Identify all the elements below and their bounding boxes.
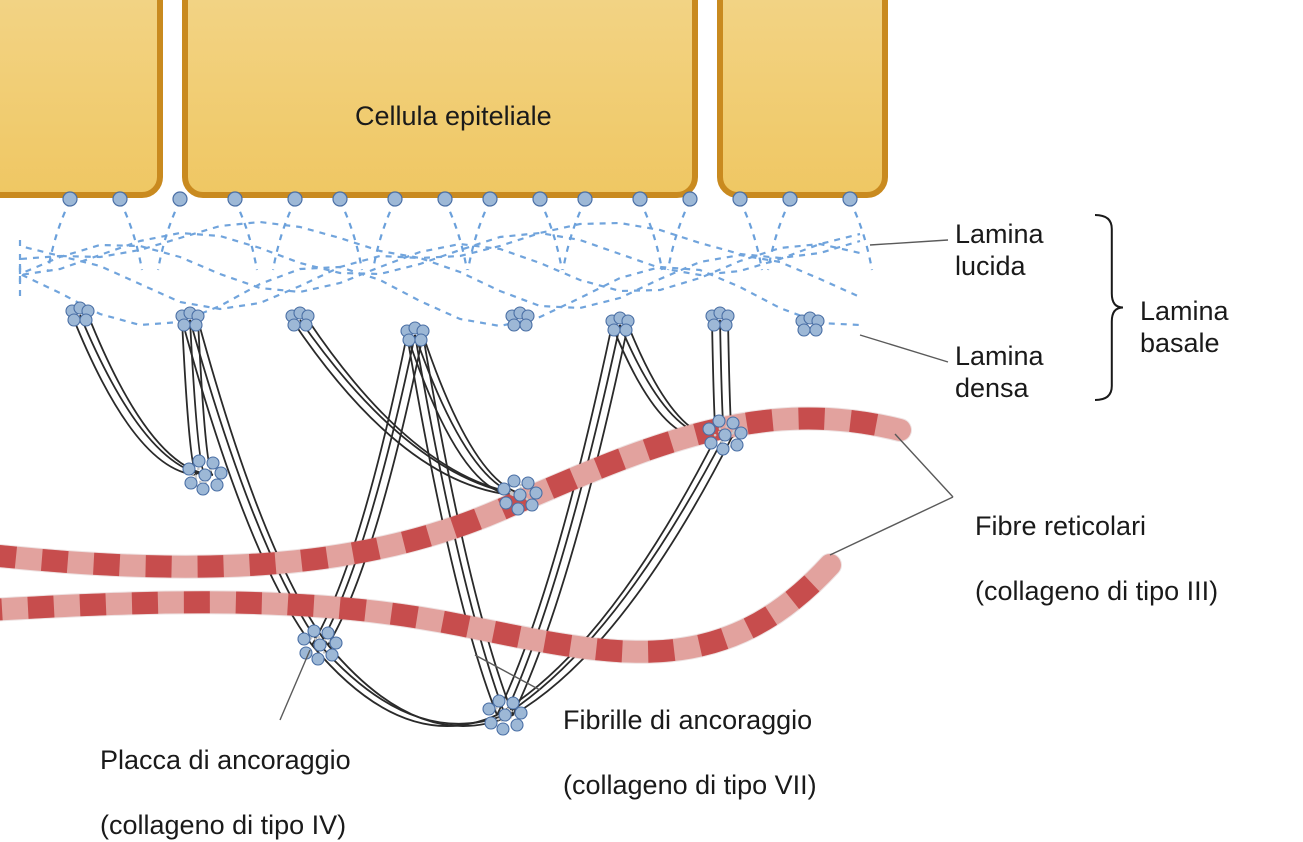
label-lamina-lucida: Lamina lucida bbox=[955, 218, 1044, 283]
brace-lamina-basale bbox=[1095, 215, 1123, 400]
epithelial-cells bbox=[0, 0, 885, 195]
label-epithelial-cell: Cellula epiteliale bbox=[355, 100, 552, 132]
label-anchoring-fibrils: Fibrille di ancoraggio (collageno di tip… bbox=[548, 672, 817, 802]
label-lamina-densa: Lamina densa bbox=[955, 340, 1044, 405]
label-reticular-fibers: Fibre reticolari (collageno di tipo III) bbox=[960, 478, 1218, 608]
laminin-stalks bbox=[48, 201, 872, 270]
label-lamina-basale: Lamina basale bbox=[1140, 295, 1229, 360]
anchoring-fibrils bbox=[72, 315, 733, 726]
lamina-lucida-mesh bbox=[20, 222, 860, 326]
label-anchoring-plaque: Placca di ancoraggio (collageno di tipo … bbox=[85, 712, 351, 842]
lamina-densa-clusters bbox=[66, 302, 824, 346]
reticular-fibers bbox=[0, 418, 900, 651]
